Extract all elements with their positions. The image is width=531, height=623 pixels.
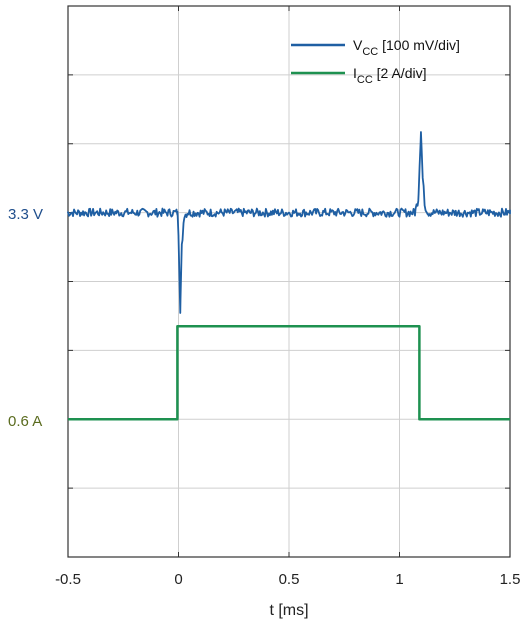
icc-series-line <box>68 325 510 421</box>
vcc-series-line <box>67 131 511 314</box>
legend-label-vcc: VCC [100 mV/div] <box>353 37 460 58</box>
legend: VCC [100 mV/div] ICC [2 A/div] <box>291 37 460 86</box>
legend-sub-icc: CC <box>357 74 373 86</box>
x-axis-title: t [ms] <box>269 602 308 619</box>
x-tick-label: 0.5 <box>279 571 300 588</box>
x-tick-labels: -0.5 0 0.5 1 1.5 <box>55 571 520 588</box>
x-tick-label: 1.5 <box>500 571 521 588</box>
icc-level-label: 0.6 A <box>8 413 42 430</box>
legend-main-icc: I <box>353 65 357 81</box>
x-tick-label: 1 <box>395 571 403 588</box>
legend-main-vcc: V <box>353 37 363 53</box>
vcc-level-label: 3.3 V <box>8 206 43 223</box>
x-tick-label: -0.5 <box>55 571 81 588</box>
legend-rest-vcc: [100 mV/div] <box>378 37 460 53</box>
grid <box>68 6 510 557</box>
legend-rest-icc: [2 A/div] <box>373 65 427 81</box>
legend-sub-vcc: CC <box>362 46 378 58</box>
x-tick-label: 0 <box>174 571 182 588</box>
legend-label-icc: ICC [2 A/div] <box>353 65 426 86</box>
axis-ticks <box>67 6 511 557</box>
series-group <box>67 131 511 421</box>
